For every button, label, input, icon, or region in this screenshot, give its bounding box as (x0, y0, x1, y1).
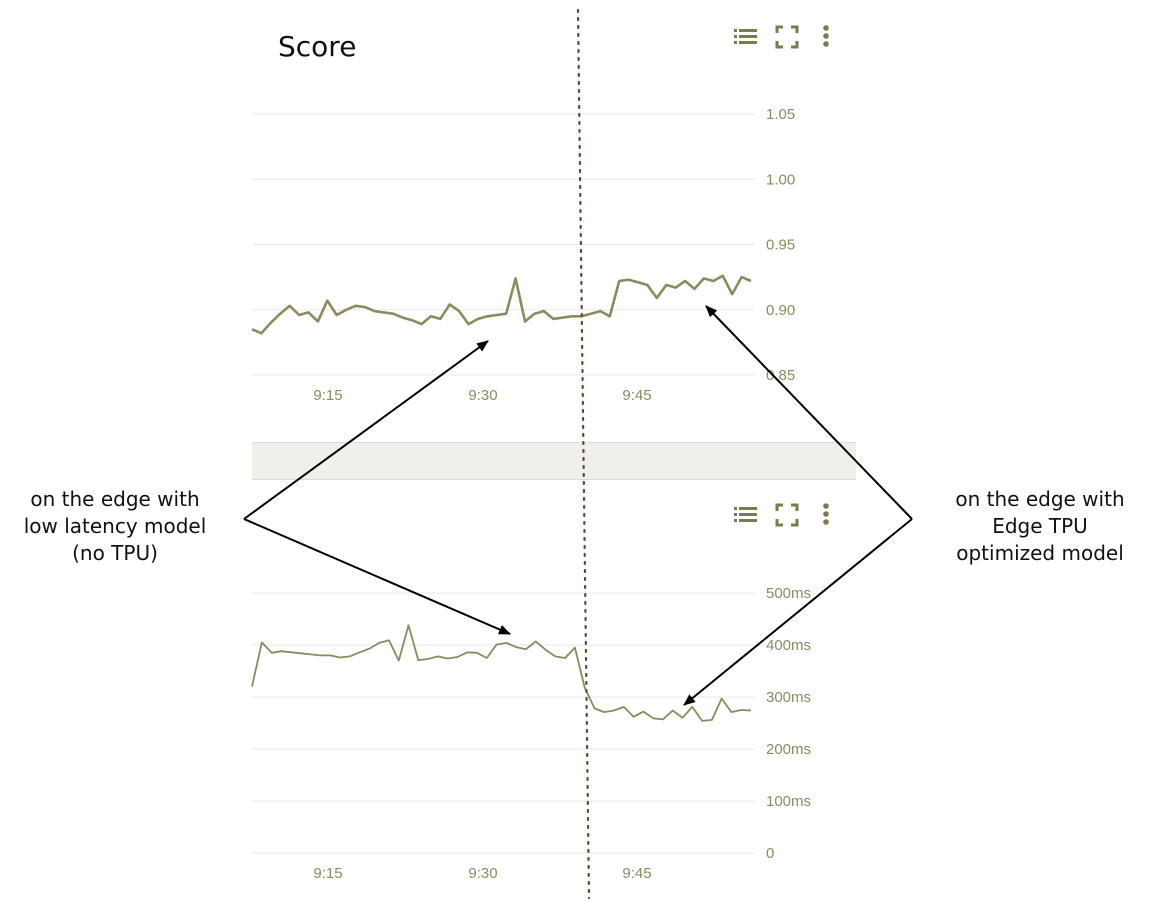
more-options-button[interactable] (812, 500, 842, 530)
chart-separator (252, 442, 856, 480)
latency-chart-toolbar (728, 500, 838, 530)
score-chart-title: Score (278, 30, 357, 63)
arrow-left-to-latency (243, 518, 511, 635)
y-tick-label: 0 (766, 845, 774, 862)
arrow-right-to-latency (683, 518, 913, 706)
x-tick-label: 9:45 (622, 387, 651, 404)
y-tick-label: 0.90 (766, 302, 795, 319)
x-tick-label: 9:15 (313, 865, 342, 882)
annotation-arrows (243, 305, 913, 706)
x-tick-label: 9:15 (313, 387, 342, 404)
series-line (251, 624, 752, 722)
y-tick-label: 400ms (766, 637, 811, 654)
score-chart: 0.85 0.90 0.95 1.00 1.05 9:15 9:30 9:45 (251, 106, 795, 404)
y-tick-label: 1.05 (766, 106, 795, 123)
score-chart-toolbar (728, 22, 838, 52)
more-vert-icon (823, 503, 829, 525)
series-line (251, 274, 752, 335)
fullscreen-button[interactable] (772, 500, 802, 530)
list-icon (734, 29, 757, 44)
latency-chart: 0 100ms 200ms 300ms 400ms 500ms 9:15 9:30 9:45 (251, 585, 811, 882)
right-annotation-line: on the edge with (955, 487, 1125, 511)
fullscreen-button[interactable] (772, 22, 802, 52)
list-button[interactable] (732, 500, 762, 530)
arrow-left-to-score (243, 340, 489, 520)
y-tick-label: 200ms (766, 741, 811, 758)
list-icon (734, 507, 757, 522)
right-annotation: on the edge with Edge TPU optimized mode… (935, 486, 1145, 567)
list-button[interactable] (732, 22, 762, 52)
left-annotation-line: low latency model (23, 514, 207, 538)
y-tick-label: 500ms (766, 585, 811, 602)
more-vert-icon (823, 25, 829, 47)
y-tick-label: 100ms (766, 793, 811, 810)
x-tick-label: 9:30 (468, 387, 497, 404)
arrow-right-to-score (705, 305, 913, 520)
x-tick-label: 9:45 (622, 865, 651, 882)
more-options-button[interactable] (812, 22, 842, 52)
left-annotation: on the edge with low latency model (no T… (10, 486, 220, 567)
right-annotation-line: optimized model (956, 541, 1124, 565)
fullscreen-icon (775, 503, 799, 527)
y-tick-label: 0.85 (766, 367, 795, 384)
right-annotation-line: Edge TPU (992, 514, 1088, 538)
y-tick-label: 300ms (766, 689, 811, 706)
left-annotation-line: on the edge with (30, 487, 200, 511)
left-annotation-line: (no TPU) (72, 541, 158, 565)
model-switch-divider (576, 8, 591, 900)
x-tick-label: 9:30 (468, 865, 497, 882)
y-tick-label: 1.00 (766, 171, 795, 188)
y-tick-label: 0.95 (766, 237, 795, 254)
fullscreen-icon (775, 25, 799, 49)
